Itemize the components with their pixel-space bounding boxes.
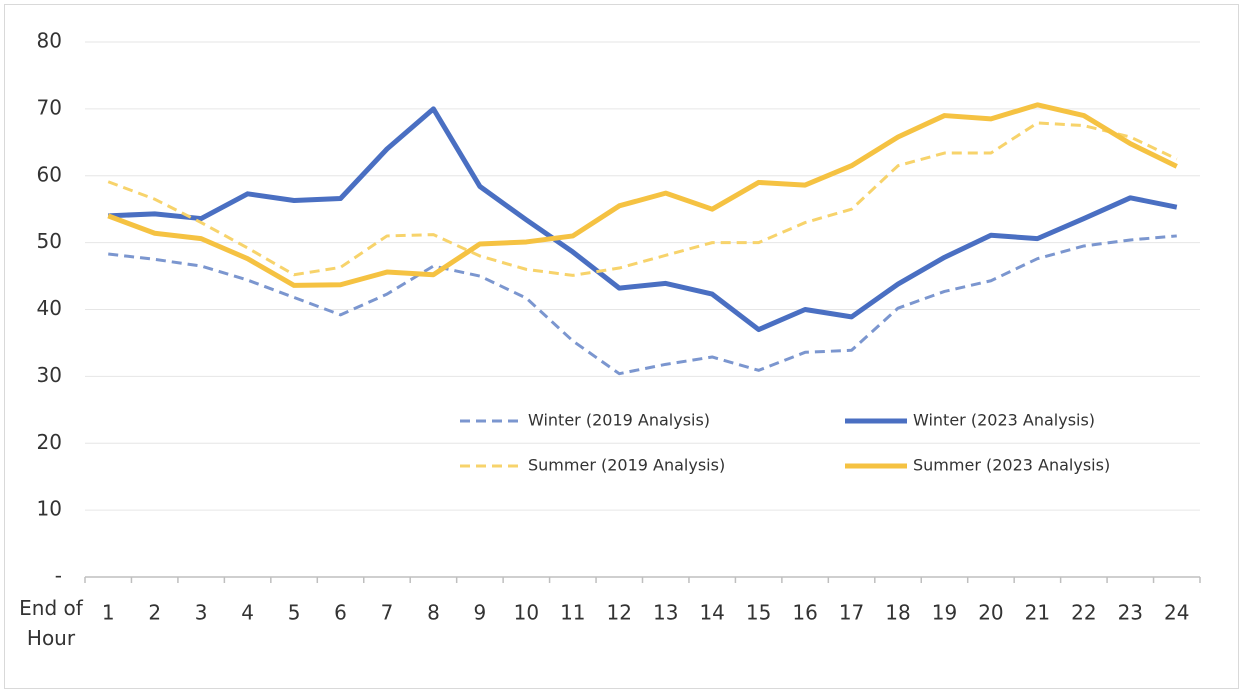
x-tick-label: 17 xyxy=(839,601,864,625)
series-line xyxy=(107,121,1178,277)
y-tick-label: 20 xyxy=(37,430,62,454)
x-tick-label: 5 xyxy=(288,601,301,625)
x-tick-label: 4 xyxy=(241,601,254,625)
x-axis-label: End of Hour xyxy=(19,596,83,650)
x-tick-label: 7 xyxy=(381,601,394,625)
y-tick-label: - xyxy=(55,564,62,588)
x-tick-label: 23 xyxy=(1118,601,1143,625)
x-tick-label: 21 xyxy=(1025,601,1050,625)
y-tick-label: 30 xyxy=(37,363,62,387)
series-line xyxy=(108,234,1177,376)
y-tick-label: 80 xyxy=(37,29,62,53)
series-line xyxy=(108,106,1178,333)
y-tick-label: 60 xyxy=(37,162,62,186)
x-tick-label: 22 xyxy=(1071,601,1096,625)
x-tick-label: 11 xyxy=(560,601,585,625)
legend-label: Summer (2023 Analysis) xyxy=(913,456,1110,475)
x-tick-label: 13 xyxy=(653,601,678,625)
legend-label: Winter (2023 Analysis) xyxy=(913,411,1095,430)
x-tick-label: 16 xyxy=(792,601,817,625)
x-tick-label: 9 xyxy=(474,601,487,625)
x-tick-label: 24 xyxy=(1164,601,1189,625)
y-tick-label: 40 xyxy=(37,296,62,320)
y-tick-label: 70 xyxy=(37,95,62,119)
x-tick-label: 2 xyxy=(148,601,161,625)
y-tick-label: 10 xyxy=(37,497,62,521)
chart-border xyxy=(4,4,1239,689)
x-tick-label: 8 xyxy=(427,601,440,625)
x-tick-label: 20 xyxy=(978,601,1003,625)
x-tick-label: 18 xyxy=(885,601,910,625)
x-tick-label: 1 xyxy=(102,601,115,625)
legend-label: Winter (2019 Analysis) xyxy=(528,411,710,430)
series-line xyxy=(107,102,1178,288)
x-tick-label: 12 xyxy=(607,601,632,625)
y-tick-label: 50 xyxy=(37,229,62,253)
legend-label: Summer (2019 Analysis) xyxy=(528,456,725,475)
x-tick-label: 10 xyxy=(514,601,539,625)
x-tick-label: 19 xyxy=(932,601,957,625)
x-tick-label: 15 xyxy=(746,601,771,625)
x-tick-label: 6 xyxy=(334,601,347,625)
x-tick-label: 3 xyxy=(195,601,208,625)
x-tick-label: 14 xyxy=(699,601,724,625)
